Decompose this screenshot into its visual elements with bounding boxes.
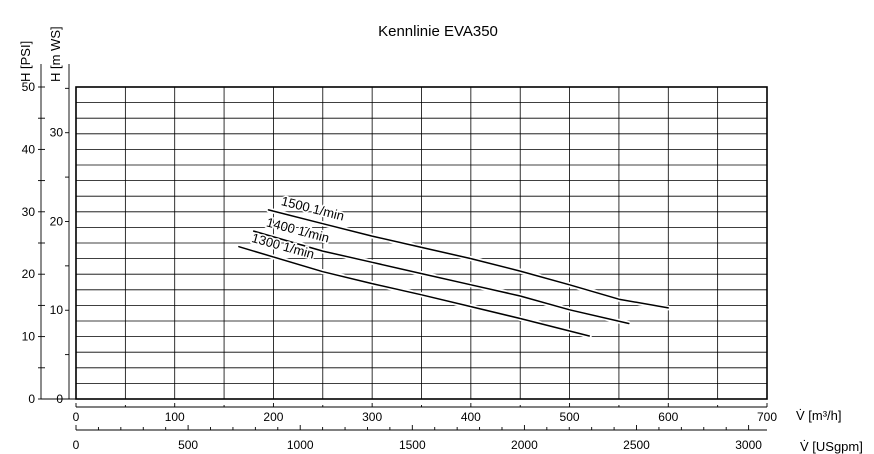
y-tick-label-psi: 30 bbox=[22, 205, 36, 219]
x-tick-label-m3h: 300 bbox=[362, 410, 382, 424]
series-line bbox=[238, 245, 591, 337]
y-tick-label-mws: 20 bbox=[50, 214, 64, 228]
grid-lines bbox=[75, 86, 768, 400]
x-tick-label-m3h: 200 bbox=[263, 410, 283, 424]
x-tick-label-usgpm: 500 bbox=[178, 438, 198, 452]
x-axis-label-usgpm: V̇ [USgpm] bbox=[800, 439, 863, 454]
x-tick-label-m3h: 700 bbox=[757, 410, 777, 424]
plot-frame bbox=[75, 86, 768, 400]
x-tick-label-usgpm: 0 bbox=[73, 438, 80, 452]
x-axis-label-m3h: V̇ [m³/h] bbox=[796, 408, 842, 423]
y-tick-label-mws: 10 bbox=[50, 303, 64, 317]
y-tick-label-psi: 40 bbox=[22, 142, 36, 156]
y-tick-label-psi: 10 bbox=[22, 330, 36, 344]
x-tick-label-m3h: 500 bbox=[560, 410, 580, 424]
x-tick-label-m3h: 600 bbox=[658, 410, 678, 424]
y-tick-label-psi: 50 bbox=[22, 80, 36, 94]
x-tick-label-m3h: 100 bbox=[165, 410, 185, 424]
series-line bbox=[252, 230, 630, 325]
series-lines bbox=[236, 207, 671, 339]
x-tick-label-m3h: 0 bbox=[73, 410, 80, 424]
x-tick-label-m3h: 400 bbox=[461, 410, 481, 424]
y-tick-label-mws: 30 bbox=[50, 126, 64, 140]
series-line bbox=[267, 209, 670, 309]
chart-title: Kennlinie EVA350 bbox=[378, 23, 498, 40]
y-tick-label-psi: 0 bbox=[28, 392, 35, 406]
x-tick-label-usgpm: 1000 bbox=[287, 438, 314, 452]
y-axis-label-mws: H [m WS] bbox=[48, 26, 63, 82]
x-tick-label-usgpm: 2000 bbox=[511, 438, 538, 452]
x-tick-label-usgpm: 3000 bbox=[735, 438, 762, 452]
y-tick-label-mws: 0 bbox=[56, 392, 63, 406]
y-axis-label-psi: H [PSI] bbox=[18, 41, 33, 82]
y-tick-label-psi: 20 bbox=[22, 267, 36, 281]
x-tick-label-usgpm: 2500 bbox=[623, 438, 650, 452]
x-tick-label-usgpm: 1500 bbox=[399, 438, 426, 452]
